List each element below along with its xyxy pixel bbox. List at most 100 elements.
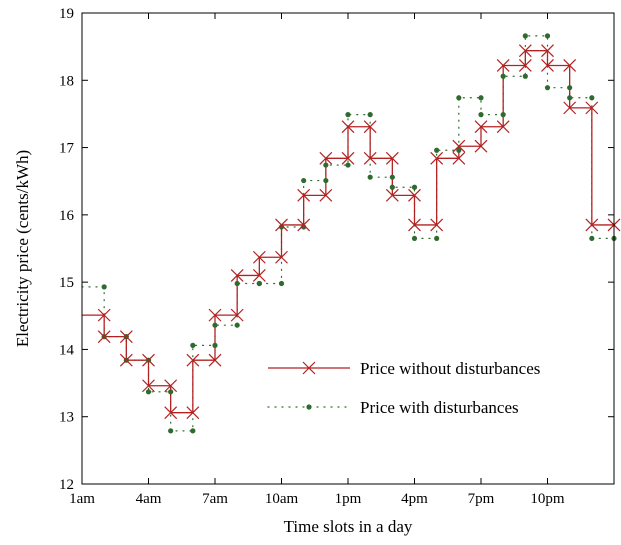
x-marker-stroke [474,120,488,134]
with-disturbances-point [411,184,418,190]
with-disturbances-point [500,112,506,118]
x-marker-stroke [164,379,178,393]
y-tick-label: 13 [59,410,74,426]
x-marker-stroke [474,139,488,153]
with-disturbances-point [323,177,329,184]
without-disturbances-point [119,330,133,344]
x-marker-stroke [385,151,399,165]
with-disturbances-point [190,342,196,348]
x-marker-stroke [496,120,510,134]
with-disturbances-point [411,235,418,242]
with-disturbances-point [434,147,440,153]
without-disturbances-point [452,139,466,153]
with-disturbances-point [544,33,551,39]
x-marker-stroke [496,59,510,72]
x-marker-stroke [186,406,200,420]
x-marker-stroke [208,353,222,367]
without-disturbances-point [319,188,333,202]
x-marker-stroke [319,188,333,202]
y-tick-label: 18 [59,73,74,89]
axes-layer: 12 13 14 15 16 17 18 19 1am 4am 7am 10am 1pm 4pm 7pm 10… [59,6,614,507]
x-marker-stroke [430,218,444,232]
x-tick-label: 7pm [468,491,495,507]
without-disturbances-point [563,101,577,115]
with-disturbances-point [589,95,595,101]
without-disturbances-point [496,59,510,72]
x-marker-stroke [518,44,532,58]
without-disturbances-point [385,151,399,165]
with-disturbances-point [345,112,351,118]
with-disturbances-point [389,174,395,180]
legend-x-glyph [302,361,316,375]
x-marker-stroke [252,268,266,282]
without-disturbances-point [408,188,421,202]
with-disturbances-point [212,322,218,328]
x-tick-label: 10pm [530,491,565,507]
x-marker-stroke [208,308,222,322]
without-disturbances-point [319,151,333,165]
x-marker-stroke [275,218,288,232]
y-tick-label: 19 [59,6,74,22]
without-disturbances-point [430,218,444,232]
with-disturbances-point [168,389,174,395]
x-tick-label: 4am [136,491,162,507]
x-marker-stroke [142,353,155,367]
with-disturbances-point [522,73,528,79]
x-marker-stroke [541,59,554,72]
without-disturbances-point [385,188,399,202]
x-marker-stroke [585,101,599,115]
x-marker-stroke [97,330,111,344]
y-tick-label: 16 [59,208,75,224]
x-marker-stroke [302,361,316,375]
with-disturbances-point [212,342,218,348]
x-marker-stroke [430,151,444,165]
x-marker-stroke [186,353,200,367]
without-disturbances-point [142,379,155,393]
without-disturbances-point [164,406,178,420]
without-disturbances-point [275,218,288,232]
without-disturbances-point [252,250,266,264]
without-disturbances-point [474,120,488,134]
x-marker-stroke [230,268,244,282]
x-marker-stroke [164,406,178,420]
with-disturbances-point [567,95,573,101]
x-tick-label: 1am [69,491,95,507]
legend-label-with-disturbances: Price with disturbances [360,398,519,417]
x-marker-stroke [341,151,355,165]
x-tick-label: 7am [202,491,228,507]
with-disturbances-point [256,280,262,287]
without-disturbances-point [97,308,111,322]
with-disturbances-point [456,95,462,101]
with-disturbances-point [278,280,285,287]
without-disturbances-point [363,151,377,165]
without-disturbances-point [252,268,266,282]
x-marker-stroke [452,151,466,165]
legend: Price without disturbances Price with di… [267,359,540,417]
x-marker-stroke [275,250,288,264]
series-layer [81,33,621,434]
x-tick-label: 10am [265,491,299,507]
without-disturbances-point [275,250,288,264]
y-tick-label: 14 [59,342,75,358]
x-marker-stroke [585,218,599,232]
without-disturbances-point [408,218,421,232]
x-marker-stroke [363,120,377,134]
without-disturbances-point [363,120,377,134]
x-marker-stroke [319,151,333,165]
y-tick-label: 15 [59,275,74,291]
with-disturbances-point [367,174,373,180]
without-disturbances-point [541,59,554,72]
legend-marker-dot [306,404,312,410]
without-disturbances-point [97,330,111,344]
without-disturbances-point [341,120,355,134]
x-marker-stroke [518,59,532,72]
x-marker-stroke [385,188,399,202]
with-disturbances-point [145,389,152,395]
x-marker-stroke [408,188,421,202]
x-marker-stroke [142,379,155,393]
with-disturbances-point [522,33,528,39]
with-disturbances-point [190,428,196,434]
without-disturbances-point [230,268,244,282]
